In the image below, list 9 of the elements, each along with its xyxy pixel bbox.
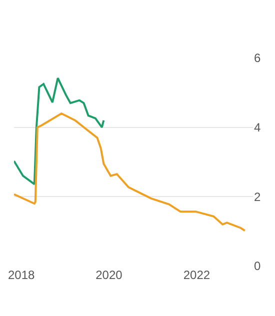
x-tick-label: 2018 (8, 268, 35, 282)
y-tick-label: 6 (254, 51, 261, 66)
x-tick-label: 2022 (183, 268, 210, 282)
line-series (14, 112, 246, 232)
y-tick-label: 0 (254, 259, 261, 274)
x-tick-label: 2020 (96, 268, 123, 282)
line-series (14, 77, 105, 186)
y-tick-label: 2 (254, 190, 261, 204)
y-tick-label: 4 (254, 120, 261, 135)
